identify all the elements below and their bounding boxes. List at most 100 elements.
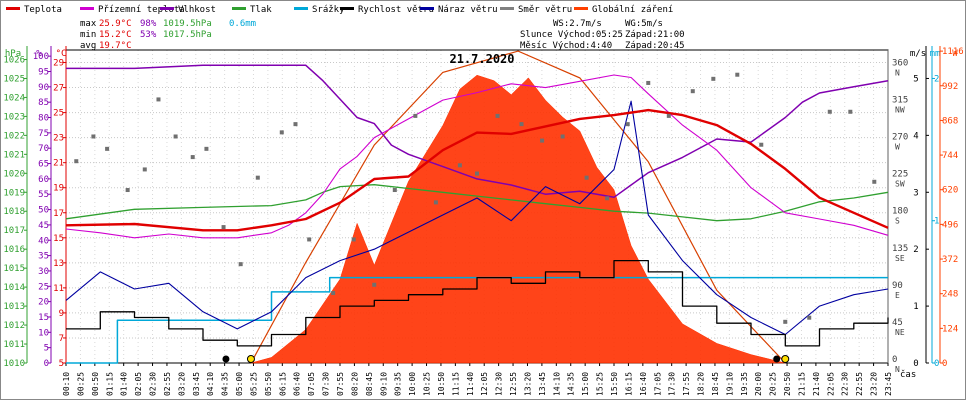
series-teplota (65, 108, 889, 232)
tick-label-humidity-1: 95 (38, 67, 49, 77)
x-tick-label-3: 01:15 (105, 372, 114, 396)
series-vlhkost (66, 64, 889, 199)
x-tick-label-44: 18:20 (697, 372, 706, 396)
x-tick-label-39: 16:15 (624, 372, 633, 396)
tick-label-humidity-13: 35 (38, 252, 49, 262)
x-tick-label-12: 05:00 (235, 372, 244, 396)
tick-label-temperature-5: 19 (53, 184, 64, 194)
wind-dir-point-10 (238, 262, 243, 267)
tick-label-humidity-17: 15 (38, 313, 49, 323)
tick-label-wind-compass-3: SW (895, 180, 905, 189)
tick-label-radiation-2: 868 (942, 116, 958, 126)
tick-label-wind-dir-3: 225 (892, 170, 908, 180)
tick-label-pressure-6: 1020 (3, 169, 25, 179)
x-tick-label-35: 14:35 (567, 372, 576, 396)
x-tick-label-55: 22:55 (855, 372, 864, 396)
tick-label-humidity-15: 25 (38, 282, 49, 292)
x-tick-label-7: 02:55 (163, 372, 172, 396)
x-tick-label-11: 04:35 (221, 372, 230, 396)
wind-dir-point-29 (625, 122, 630, 127)
x-tick-label-40: 16:40 (639, 372, 648, 396)
tick-label-humidity-3: 85 (38, 98, 49, 108)
stats-avg-temp: 19.7°C (99, 41, 132, 51)
series-teoreticke-zareni (250, 50, 786, 364)
wind-dir-point-36 (783, 319, 788, 324)
x-tick-label-28: 11:40 (466, 372, 475, 396)
tick-label-wind_speed-4: 1 (913, 302, 918, 312)
chart-title: 21.7.2020 (449, 52, 514, 66)
x-tick-label-50: 20:50 (783, 372, 792, 396)
x-tick-label-38: 15:50 (610, 372, 619, 396)
x-tick-label-21: 08:45 (365, 372, 374, 396)
wind-dir-point-0 (74, 159, 79, 164)
axis-unit-radiation: W (952, 49, 958, 59)
tick-label-wind_speed-0: 5 (913, 74, 918, 84)
wind-dir-point-32 (690, 89, 695, 94)
tick-label-pressure-5: 1021 (3, 150, 25, 160)
x-tick-label-2: 00:50 (91, 372, 100, 396)
tick-label-humidity-9: 55 (38, 190, 49, 200)
tick-label-wind-compass-4: S (895, 217, 900, 226)
sunset-marker (781, 355, 790, 363)
tick-label-wind-compass-0: N (895, 68, 900, 77)
wind-dir-point-8 (204, 146, 209, 151)
wind-dir-point-34 (735, 72, 740, 77)
info-wg: WG:5m/s (625, 19, 663, 29)
x-tick-label-37: 15:25 (596, 372, 605, 396)
tick-label-pressure-4: 1022 (3, 131, 25, 141)
x-tick-label-34: 14:10 (552, 372, 561, 396)
tick-label-humidity-14: 30 (38, 267, 49, 277)
x-tick-label-43: 17:55 (682, 372, 691, 396)
tick-label-radiation-0: 1116 (942, 47, 964, 57)
legend-label-7: Směr větru (518, 5, 572, 15)
stats-min-hum: 53% (140, 30, 157, 40)
info-block: WS:2.7m/s WG:5m/s Slunce Východ:05:25 Zá… (520, 19, 685, 51)
axes: 1026102510241023102210211020101910181017… (3, 46, 964, 396)
wind-dir-point-38 (827, 109, 832, 114)
plot-area (65, 50, 889, 364)
tick-label-humidity-5: 75 (38, 129, 49, 139)
series-rychlost-vetru (66, 259, 889, 347)
tick-label-humidity-0: 100 (33, 52, 49, 62)
x-tick-label-25: 10:25 (423, 372, 432, 396)
wind-dir-point-17 (372, 282, 377, 287)
tick-label-pressure-13: 1013 (3, 302, 25, 312)
wind-dir-point-11 (255, 175, 260, 180)
x-tick-label-42: 17:30 (668, 372, 677, 396)
tick-label-radiation-5: 496 (942, 220, 958, 230)
x-tick-label-54: 22:30 (841, 372, 850, 396)
tick-label-radiation-7: 248 (942, 290, 958, 300)
x-tick-label-1: 00:25 (76, 372, 85, 396)
x-axis-label: čas (900, 369, 916, 380)
x-tick-label-22: 09:10 (379, 372, 388, 396)
tick-label-wind-dir-7: 45 (892, 318, 903, 328)
legend-swatch-7 (500, 7, 514, 10)
wind-dir-point-6 (173, 134, 178, 139)
legend-swatch-8 (574, 7, 588, 10)
tick-label-humidity-2: 90 (38, 83, 49, 93)
tick-label-wind-dir-0: 360 (892, 58, 908, 68)
wind-dir-point-23 (495, 113, 500, 118)
wind-dir-point-15 (331, 290, 336, 295)
legend-label-3: Tlak (250, 5, 272, 15)
tick-label-humidity-4: 80 (38, 114, 49, 124)
tick-label-rain-0: 2 (934, 74, 939, 84)
x-tick-label-36: 15:00 (581, 372, 590, 396)
stats-min-label: min (80, 30, 96, 40)
wind-dir-point-1 (91, 134, 96, 139)
stats-min-temp: 15.2°C (99, 30, 132, 40)
wind-dir-point-21 (457, 163, 462, 168)
series-globalni-zareni (250, 74, 786, 364)
x-tick-label-45: 18:45 (711, 372, 720, 396)
tick-label-pressure-10: 1016 (3, 245, 25, 255)
tick-label-radiation-6: 372 (942, 255, 958, 265)
x-tick-label-56: 23:20 (870, 372, 879, 396)
x-tick-label-33: 13:45 (538, 372, 547, 396)
tick-label-temperature-4: 21 (53, 159, 64, 169)
legend-swatch-2 (160, 7, 174, 10)
legend-swatch-4 (294, 7, 308, 10)
tick-label-pressure-2: 1024 (3, 93, 25, 103)
tick-label-temperature-8: 13 (53, 259, 64, 269)
tick-label-humidity-18: 10 (38, 328, 49, 338)
